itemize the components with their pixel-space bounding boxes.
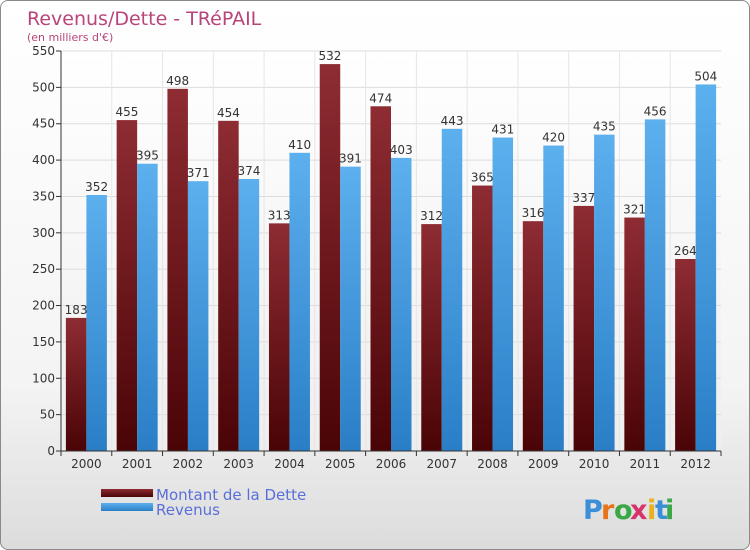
chart-subtitle: (en milliers d'€)	[27, 31, 113, 44]
y-tick-label: 550	[32, 44, 55, 58]
y-tick-label: 200	[32, 299, 55, 313]
data-label-debt: 312	[420, 209, 443, 223]
logo-letter: i	[665, 495, 674, 526]
y-tick-label: 0	[47, 444, 55, 458]
data-label-debt: 532	[319, 49, 342, 63]
data-label-debt: 321	[623, 203, 646, 217]
bar-debt	[522, 221, 544, 451]
proxiti-logo: Pr ox iti	[583, 495, 674, 526]
bar-debt	[421, 224, 442, 451]
logo-letter: i	[647, 495, 656, 526]
data-label-debt: 264	[674, 244, 697, 258]
bar-debt	[573, 205, 595, 451]
bars	[65, 64, 717, 452]
x-tick-label: 2004	[274, 457, 305, 471]
data-label-debt: 183	[65, 303, 88, 317]
x-tick-label: 2005	[325, 457, 356, 471]
data-label-debt: 316	[522, 206, 545, 220]
axes: 0 50 100 150 200 250 300 350 400 450 500 550 2000 200…	[32, 44, 722, 471]
x-tick-label: 2002	[173, 457, 204, 471]
y-tick-label: 500	[32, 80, 55, 94]
bar-revenue	[543, 145, 564, 451]
legend-swatch-debt	[101, 489, 153, 497]
bar-revenue	[187, 181, 209, 451]
data-label-revenue: 374	[237, 164, 260, 178]
data-label-revenue: 456	[644, 104, 667, 118]
data-label-revenue: 403	[390, 143, 413, 157]
bar-debt	[268, 223, 290, 451]
chart-title: Revenus/Dette - TRéPAIL	[27, 8, 262, 30]
bar-revenue	[594, 134, 615, 452]
data-label-revenue: 431	[491, 123, 514, 137]
data-label-revenue: 443	[441, 114, 464, 128]
bar-debt	[624, 217, 645, 451]
data-label-debt: 365	[471, 171, 494, 185]
bar-revenue	[86, 195, 107, 451]
bar-debt	[167, 88, 188, 452]
y-tick-label: 250	[32, 262, 55, 276]
y-tick-label: 350	[32, 189, 55, 203]
y-tick-label: 100	[32, 371, 55, 385]
x-tick-label: 2010	[579, 457, 610, 471]
logo-letter: o	[614, 495, 633, 526]
logo-letter: r	[601, 495, 615, 526]
data-label-debt: 498	[166, 74, 189, 88]
data-label-revenue: 395	[136, 149, 159, 163]
data-labels: 183 352 455 395 498 371 454 374 313 410 532 391 474 4…	[65, 49, 718, 317]
data-label-debt: 337	[572, 191, 595, 205]
data-label-debt: 455	[115, 105, 138, 119]
bar-debt	[675, 259, 696, 451]
bar-debt	[370, 106, 391, 451]
data-label-revenue: 435	[593, 120, 616, 134]
x-tick-label: 2011	[630, 457, 661, 471]
legend-label-debt: Montant de la Dette	[156, 486, 306, 504]
y-tick-label: 400	[32, 153, 55, 167]
x-tick-label: 2003	[223, 457, 254, 471]
data-label-debt: 474	[369, 91, 392, 105]
data-label-debt: 313	[268, 208, 291, 222]
data-label-revenue: 410	[288, 138, 311, 152]
bar-revenue	[441, 128, 463, 451]
bar-debt	[319, 64, 341, 451]
logo-letter: x	[630, 495, 647, 526]
bar-revenue	[289, 152, 310, 451]
x-tick-label: 2001	[122, 457, 153, 471]
bar-revenue	[238, 179, 260, 451]
data-label-revenue: 371	[187, 166, 210, 180]
data-label-revenue: 391	[339, 152, 362, 166]
y-tick-label: 300	[32, 226, 55, 240]
bar-revenue	[695, 84, 717, 452]
x-tick-label: 2006	[376, 457, 407, 471]
bar-revenue	[492, 137, 514, 451]
legend-label-revenue: Revenus	[156, 501, 220, 519]
x-tick-label: 2008	[477, 457, 508, 471]
y-tick-label: 150	[32, 335, 55, 349]
data-label-revenue: 420	[542, 131, 565, 145]
x-tick-label: 2009	[528, 457, 559, 471]
bar-revenue	[137, 163, 158, 451]
bar-debt	[116, 120, 138, 451]
bar-revenue	[644, 119, 666, 451]
logo-letter: P	[583, 495, 603, 526]
x-tick-label: 2012	[680, 457, 711, 471]
bar-debt	[65, 317, 87, 451]
y-tick-label: 450	[32, 117, 55, 131]
bar-debt	[218, 120, 239, 452]
data-label-revenue: 352	[85, 180, 108, 194]
logo-letter: t	[655, 495, 668, 526]
data-label-revenue: 504	[694, 69, 717, 83]
legend-swatch-revenue	[101, 503, 153, 511]
bar-revenue	[391, 157, 412, 451]
data-label-debt: 454	[217, 106, 240, 120]
legend: Montant de la Dette Revenus	[101, 486, 306, 519]
bar-revenue	[340, 166, 361, 452]
bar-debt	[472, 185, 493, 451]
y-tick-label: 50	[40, 408, 55, 422]
x-tick-label: 2000	[71, 457, 102, 471]
x-tick-label: 2007	[426, 457, 457, 471]
